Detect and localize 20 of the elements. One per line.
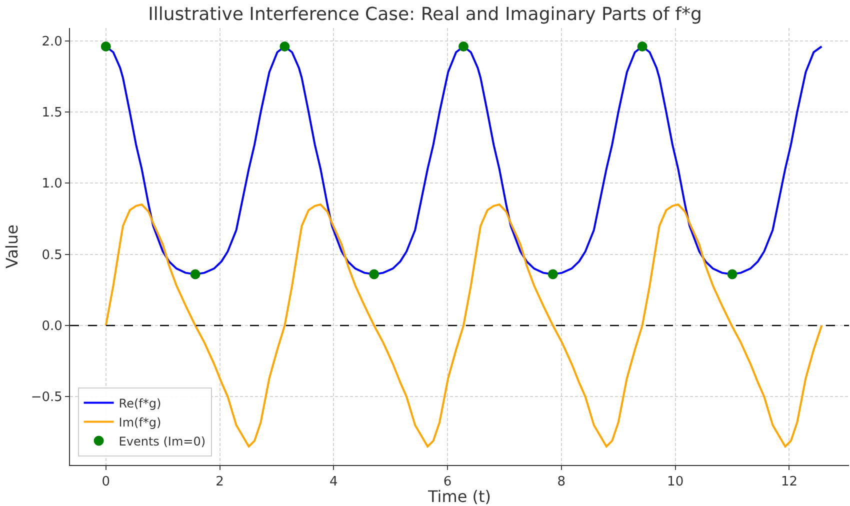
y-tick-label: 2.0 (42, 34, 62, 50)
y-tick-label: 0.0 (42, 319, 62, 334)
x-tick-label: 8 (557, 474, 566, 490)
x-tick-label: 12 (780, 474, 798, 490)
y-tick-label: −0.5 (30, 390, 62, 406)
x-tick-label: 0 (102, 474, 110, 490)
y-tick-label: 1.0 (42, 176, 62, 192)
x-axis-title: Time (t) (427, 487, 491, 506)
x-tick-label: 10 (667, 474, 684, 490)
y-tick-label: 1.5 (42, 106, 62, 121)
y-tick-label: 0.5 (42, 248, 62, 263)
x-tick-label: 2 (216, 474, 224, 490)
legend-label: Re(f*g) (118, 396, 162, 410)
x-tick-label: 6 (443, 474, 452, 490)
chart-title: Illustrative Interference Case: Real and Imaginary Parts of f*g (148, 4, 702, 26)
legend-label: Im(f*g) (118, 415, 162, 430)
y-axis-title: Value (2, 224, 22, 268)
x-tick-label: 4 (330, 474, 338, 490)
legend-label: Events (Im=0) (118, 434, 206, 448)
line-series (104, 204, 823, 448)
